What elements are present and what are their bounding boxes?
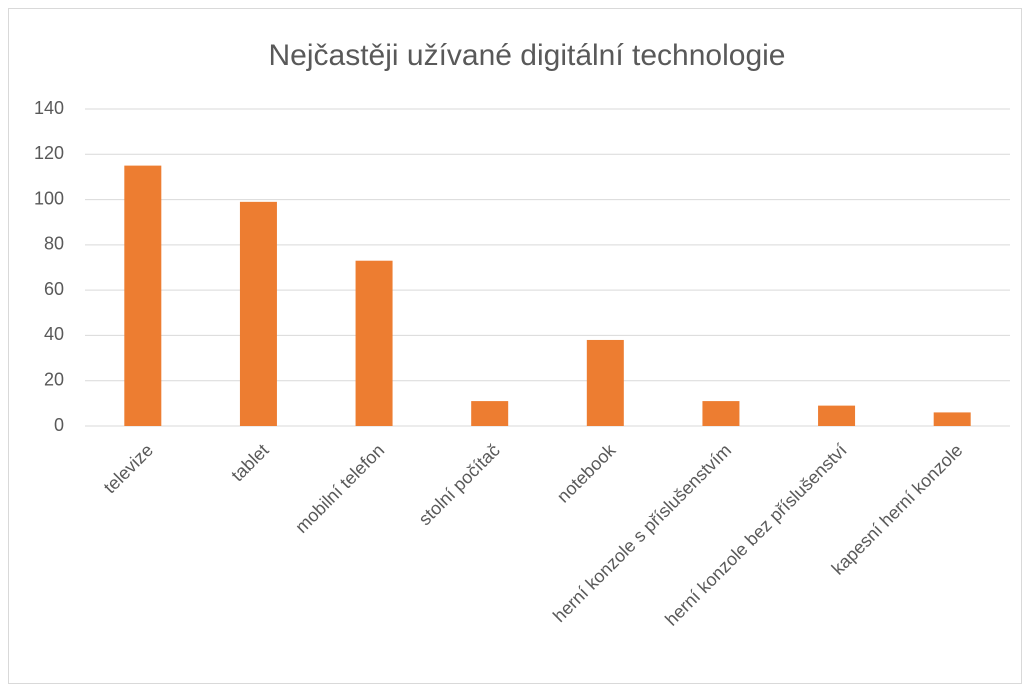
chart-title: Nejčastěji užívané digitální technologie	[269, 39, 786, 72]
y-tick-label: 20	[44, 369, 64, 389]
y-tick-label: 120	[34, 143, 64, 163]
bar	[355, 260, 393, 426]
y-tick-label: 60	[44, 279, 64, 299]
y-tick-label: 40	[44, 324, 64, 344]
bar	[702, 401, 740, 426]
y-tick-label: 100	[34, 188, 64, 208]
bar	[586, 339, 624, 426]
y-tick-label: 140	[34, 98, 64, 118]
bar	[239, 201, 277, 426]
chart-border	[8, 8, 1022, 684]
bar	[933, 412, 971, 426]
y-tick-label: 80	[44, 234, 64, 254]
bar	[124, 165, 162, 426]
y-tick-label: 0	[54, 415, 64, 435]
bar	[818, 405, 856, 426]
bar	[471, 401, 509, 426]
